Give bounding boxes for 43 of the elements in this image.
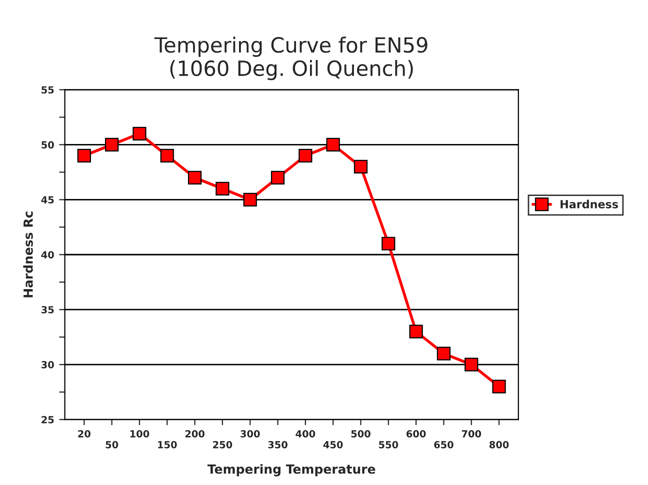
x-tick-label: 700 [462, 430, 482, 438]
x-tick-label: 800 [489, 441, 509, 448]
chart-title: Tempering Curve for EN59 (1060 Deg. Oil Quench) [154, 36, 428, 80]
point [326, 138, 340, 152]
point [270, 170, 285, 184]
x-tick-label: 150 [158, 441, 177, 448]
y-tick-label: 25 [42, 416, 54, 424]
point [105, 138, 119, 152]
x-tick-label: 550 [379, 441, 398, 448]
point [243, 192, 257, 206]
point [216, 182, 230, 196]
x-tick-label: 450 [323, 441, 343, 448]
point [160, 148, 174, 162]
point [464, 358, 478, 372]
point [492, 380, 506, 394]
point [188, 170, 202, 184]
x-tick-label: 50 [106, 441, 118, 448]
point [132, 126, 146, 141]
point [354, 160, 368, 174]
point [436, 346, 451, 360]
x-tick-label: 400 [296, 430, 316, 438]
y-tick-label: 45 [41, 196, 54, 204]
y-tick-label: 35 [42, 306, 54, 314]
point [298, 148, 312, 162]
y-tick-label: 40 [41, 251, 54, 258]
y-axis-title: Hardness Rc [23, 212, 33, 298]
x-tick-label: 500 [351, 430, 370, 438]
point [382, 236, 396, 250]
x-axis-title: Tempering Temperature [207, 464, 376, 476]
y-tick-label: 55 [42, 86, 54, 94]
y-tick-label: 50 [42, 141, 54, 149]
point [409, 324, 423, 338]
legend-label: Hardness [560, 200, 618, 208]
x-tick-label: 200 [185, 430, 204, 438]
x-tick-label: 100 [130, 430, 150, 438]
y-tick-label: 30 [42, 361, 54, 368]
x-tick-label: 650 [434, 441, 454, 448]
point [77, 148, 91, 162]
x-tick-label: 300 [240, 430, 260, 438]
x-tick-label: 20 [78, 430, 90, 438]
x-tick-label: 350 [268, 441, 288, 448]
x-tick-label: 600 [406, 430, 426, 438]
x-tick-label: 250 [213, 441, 232, 448]
